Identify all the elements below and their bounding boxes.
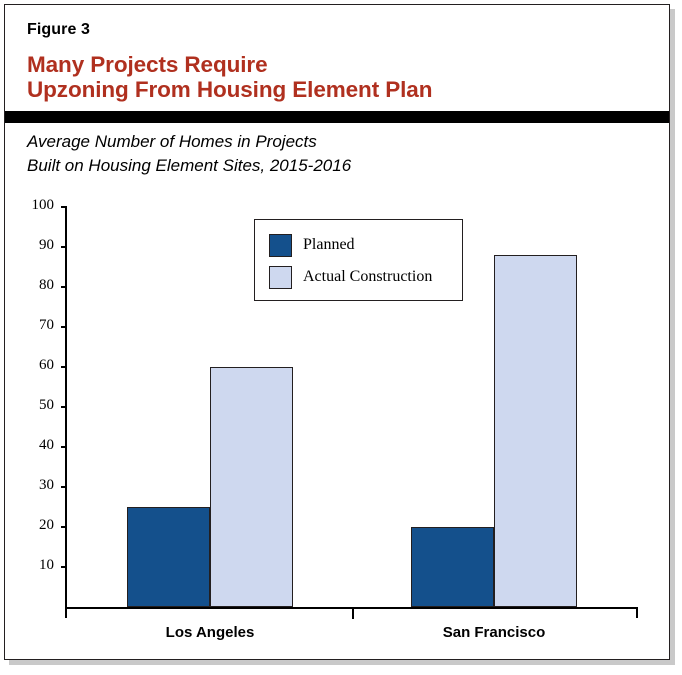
header-divider-rule [5, 111, 669, 123]
y-axis-tick-mark [61, 406, 67, 408]
y-axis-tick-mark [61, 566, 67, 568]
y-axis-tick-label: 90 [39, 237, 54, 253]
legend-label-planned: Planned [303, 236, 355, 253]
figure-title-line-2: Upzoning From Housing Element Plan [27, 77, 433, 102]
figure-subtitle-line-2: Built on Housing Element Sites, 2015-201… [27, 156, 352, 175]
x-axis-label-san-francisco: San Francisco [442, 624, 546, 641]
x-axis-left-cap-tick [65, 609, 67, 618]
y-axis-tick-label: 30 [39, 477, 54, 493]
x-axis-group-separator-tick [352, 609, 354, 619]
y-axis-tick-mark [61, 286, 67, 288]
y-axis-tick-mark [61, 446, 67, 448]
bar-san-francisco-planned [411, 527, 494, 607]
bar-los-angeles-planned [127, 507, 210, 607]
y-axis-tick-label: 10 [39, 557, 54, 573]
figure-subtitle-line-1: Average Number of Homes in Projects [27, 132, 317, 151]
legend-item-actual-construction: Actual Construction [269, 264, 432, 290]
figure-title: Many Projects Require Upzoning From Hous… [27, 52, 432, 102]
y-axis-tick-label: 70 [39, 317, 54, 333]
x-axis-right-cap-tick [636, 609, 638, 618]
legend-swatch-planned [269, 233, 292, 257]
chart-legend: Planned Actual Construction [254, 219, 463, 301]
y-axis-tick-mark [61, 326, 67, 328]
y-axis-tick-label: 20 [39, 517, 54, 533]
y-axis-tick-mark [61, 206, 67, 208]
y-axis-tick-label: 80 [39, 277, 54, 293]
figure-number-label: Figure 3 [27, 21, 91, 38]
legend-swatch-actual-construction [269, 265, 292, 289]
y-axis-tick-label: 50 [39, 397, 54, 413]
x-axis-line [65, 607, 638, 609]
bar-los-angeles-actual-construction [210, 367, 293, 607]
y-axis-tick-mark [61, 246, 67, 248]
figure-title-line-1: Many Projects Require [27, 52, 268, 77]
y-axis-tick-mark [61, 366, 67, 368]
y-axis-tick-label: 40 [39, 437, 54, 453]
x-axis-label-los-angeles: Los Angeles [165, 624, 255, 641]
y-axis-tick-mark [61, 526, 67, 528]
figure-frame: Figure 3 Many Projects Require Upzoning … [4, 4, 670, 660]
y-axis-line [65, 207, 67, 609]
figure-header: Figure 3 Many Projects Require Upzoning … [5, 5, 669, 111]
figure-subtitle: Average Number of Homes in Projects Buil… [27, 130, 351, 178]
bar-san-francisco-actual-construction [494, 255, 577, 607]
legend-item-planned: Planned [269, 232, 355, 258]
legend-label-actual-construction: Actual Construction [303, 268, 433, 285]
bar-chart-plot-area: 10 20 30 40 50 60 70 80 90 100 Los Angeles San Fra… [5, 5, 671, 661]
y-axis-tick-mark [61, 486, 67, 488]
y-axis-tick-label: 100 [31, 197, 55, 213]
y-axis-tick-label: 60 [39, 357, 54, 373]
